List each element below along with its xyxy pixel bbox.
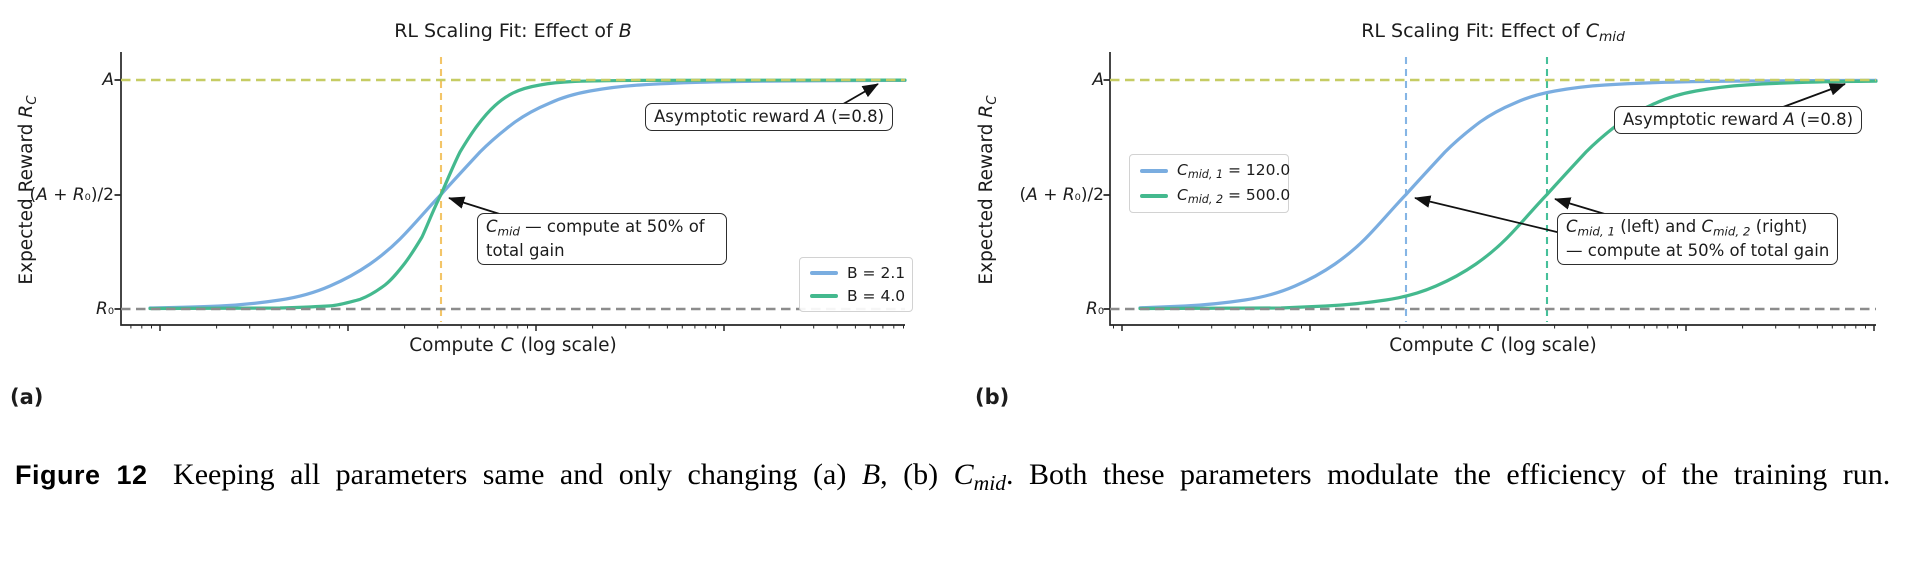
legend-swatch-green: [1140, 194, 1168, 198]
legend-label: B = 4.0: [847, 287, 906, 305]
panel-a-axes: [114, 52, 905, 331]
panel-a-curve-b21: [148, 78, 907, 310]
panel-a-title: RL Scaling Fit: Effect of B: [394, 20, 632, 42]
legend-item-cmid2: Cmid, 2 = 500.0: [1140, 186, 1290, 206]
panel-b-major-ticks: [1121, 325, 1875, 331]
legend-label: B = 2.1: [847, 264, 906, 282]
charts-svg: [114, 52, 1878, 331]
figure-caption: Figure 12 Keeping all parameters same an…: [15, 458, 1891, 496]
panel-b-curve-cmid2: [1138, 79, 1878, 311]
panel-b-axes: [1103, 52, 1876, 331]
panel-a-ytick-A: A: [102, 70, 114, 90]
panel-b-xlabel: Compute C (log scale): [1389, 335, 1597, 356]
panel-b-minor-ticks: [1113, 325, 1866, 329]
panel-a-legend: B = 2.1 B = 4.0: [799, 257, 913, 312]
panel-b-cmid-annotation: Cmid, 1 (left) and Cmid, 2 (right) — com…: [1557, 213, 1839, 265]
legend-item-cmid1: Cmid, 1 = 120.0: [1140, 161, 1290, 181]
legend-label: Cmid, 1 = 120.0: [1177, 161, 1291, 182]
panel-b-title: RL Scaling Fit: Effect of Cmid: [1361, 20, 1625, 45]
panel-a-asymptote-annotation: Asymptotic reward A (=0.8): [645, 103, 894, 131]
legend-swatch-blue: [1140, 169, 1168, 173]
legend-label: Cmid, 2 = 500.0: [1177, 186, 1291, 207]
panel-b-letter: (b): [975, 385, 1010, 409]
panel-a-letter: (a): [10, 385, 44, 409]
panel-b-asym-arrow: [1774, 83, 1846, 111]
panel-b-ytick-mid: (A + R₀)/2: [1019, 185, 1104, 205]
figure-caption-label: Figure 12: [15, 460, 148, 490]
panel-b-ytick-R0: R₀: [1086, 299, 1104, 319]
panel-a-major-ticks: [159, 325, 725, 331]
panel-a-minor-ticks: [130, 325, 904, 329]
legend-item-b21: B = 2.1: [810, 264, 906, 282]
panel-a-xlabel: Compute C (log scale): [409, 335, 617, 356]
panel-b-asymptote-annotation: Asymptotic reward A (=0.8): [1614, 106, 1863, 134]
legend-swatch-blue: [810, 271, 838, 275]
legend-swatch-green: [810, 294, 838, 298]
panel-a-ytick-mid: (A + R₀)/2: [29, 185, 114, 205]
panel-b-legend: Cmid, 1 = 120.0 Cmid, 2 = 500.0: [1129, 154, 1290, 214]
panel-b-curve-cmid1: [1138, 78, 1878, 310]
legend-item-b40: B = 4.0: [810, 287, 906, 305]
panel-a-cmid-annotation: Cmid — compute at 50% of total gain: [477, 213, 727, 265]
panel-a-ytick-R0: R₀: [96, 299, 114, 319]
panel-b-cmid1-arrow: [1414, 195, 1562, 234]
panel-b-ytick-A: A: [1092, 70, 1104, 90]
